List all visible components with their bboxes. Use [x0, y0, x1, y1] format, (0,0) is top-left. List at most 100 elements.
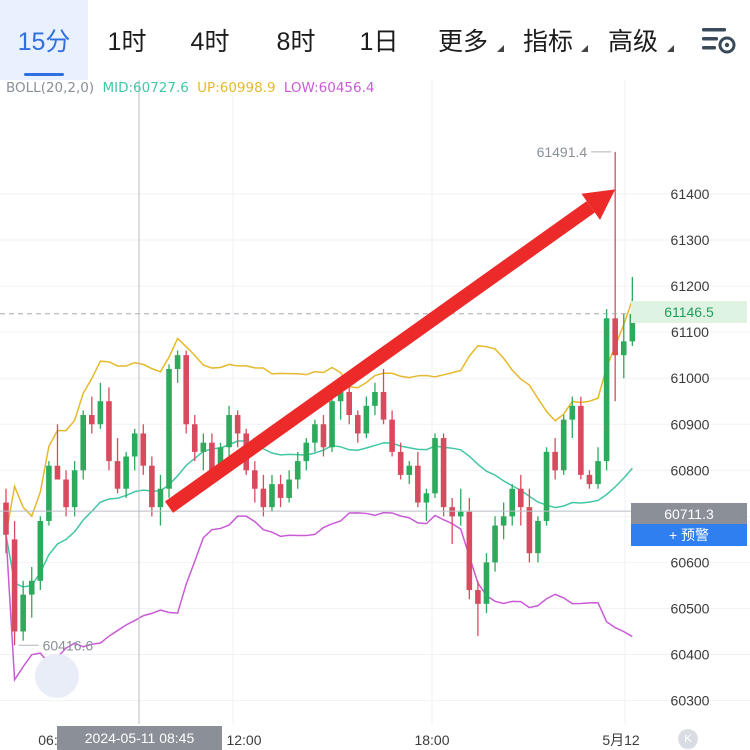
candle-body-down	[552, 451, 558, 471]
candle-body-down	[612, 318, 618, 356]
candle-body-up	[423, 493, 430, 503]
candle-body-up	[560, 419, 567, 471]
x-tick-label: 06:	[38, 732, 57, 748]
tab-more[interactable]: 更多	[420, 0, 506, 80]
candle-body-up	[217, 447, 224, 471]
candle-body-down	[140, 433, 147, 466]
candle-body-up	[535, 520, 541, 554]
candle-body-up	[131, 433, 138, 457]
trend-arrow-head	[581, 189, 616, 220]
candle-body-up	[269, 484, 275, 508]
candle-body-down	[389, 419, 395, 452]
candle-body-up	[603, 318, 610, 462]
candle-body-up	[71, 470, 78, 508]
x-tick-label: 18:00	[414, 732, 449, 748]
candle-body-down	[54, 465, 61, 480]
candle-body-down	[183, 355, 189, 425]
tab-4h-label: 4时	[190, 28, 230, 56]
candle-body-down	[415, 465, 421, 503]
candle-body-up	[80, 415, 87, 471]
x-tick-label: 5月12	[602, 732, 640, 748]
candle-body-down	[449, 507, 455, 517]
candle-body-up	[509, 488, 516, 517]
trend-arrow-shaft	[164, 201, 595, 513]
price-alert-button[interactable]: + 预警	[631, 524, 747, 546]
candle-body-down	[106, 401, 112, 462]
candle-body-up	[303, 442, 310, 462]
candle-body-up	[620, 341, 627, 356]
tab-1h-label: 1时	[107, 28, 147, 56]
candle-body-up	[500, 516, 507, 526]
tab-15min-label: 15分	[17, 28, 71, 56]
dropdown-triangle-icon	[667, 45, 674, 52]
candle-body-up	[595, 461, 601, 485]
candle-body-up	[543, 451, 550, 521]
candle-body-down	[586, 474, 593, 485]
candle-body-up	[37, 520, 44, 581]
candle-body-up	[28, 580, 35, 595]
x-tick-label: 12:00	[226, 732, 261, 748]
chart-settings-icon[interactable]	[700, 22, 738, 58]
high-price-label: 61491.4	[537, 144, 588, 160]
candle-body-up	[166, 368, 172, 489]
tab-4h[interactable]: 4时	[166, 0, 254, 80]
tab-advanced[interactable]: 高级	[590, 0, 676, 80]
tab-1d[interactable]: 1日	[338, 0, 420, 80]
candle-body-down	[3, 502, 9, 535]
candle-body-down	[89, 415, 95, 425]
candle-body-up	[294, 461, 301, 480]
candle-body-up	[157, 488, 164, 508]
y-tick-label: 60900	[671, 416, 710, 432]
boll-name: BOLL(20,2,0)	[6, 80, 95, 96]
candle-body-down	[114, 461, 121, 489]
candle-body-down	[466, 511, 473, 591]
candle-body-up	[629, 313, 636, 342]
y-tick-label: 60600	[671, 554, 710, 570]
candle-body-down	[346, 392, 352, 416]
candle-body-up	[20, 594, 26, 632]
interval-tab-bar: 15分 1时 4时 8时 1日 更多 指标 高级	[0, 0, 750, 80]
boll-mid-band	[5, 440, 633, 588]
tab-1d-label: 1日	[359, 28, 399, 56]
candle-body-down	[354, 415, 361, 434]
candle-body-down	[397, 451, 404, 475]
low-price-label: 60416.6	[43, 637, 94, 653]
tab-indicators[interactable]: 指标	[506, 0, 590, 80]
reset-view-icon[interactable]: K	[678, 729, 698, 749]
candle-body-down	[149, 465, 155, 508]
candle-body-up	[483, 562, 490, 604]
y-tick-label: 61000	[671, 370, 710, 386]
candle-body-up	[46, 465, 52, 521]
candle-body-up	[312, 424, 318, 443]
dropdown-triangle-icon	[497, 45, 504, 52]
boll-up-value: UP:60998.9	[197, 80, 276, 96]
y-tick-label: 61200	[671, 278, 710, 294]
candle-body-up	[174, 355, 181, 369]
candle-body-down	[475, 590, 481, 604]
current-price-tag: 61146.5	[631, 301, 747, 323]
candle-body-up	[372, 392, 378, 406]
candle-body-up	[569, 405, 576, 420]
y-tick-label: 61100	[671, 324, 709, 340]
y-tick-label: 60500	[671, 600, 710, 616]
tab-8h[interactable]: 8时	[254, 0, 338, 80]
candle-body-down	[234, 415, 241, 434]
boll-mid-value: MID:60727.6	[102, 80, 189, 96]
tab-15min[interactable]: 15分	[0, 0, 88, 80]
crosshair-time-tag: 2024-05-11 08:45	[57, 726, 222, 750]
candle-body-up	[492, 525, 498, 563]
candle-body-up	[226, 415, 232, 448]
candle-body-down	[578, 405, 584, 475]
tab-advanced-label: 高级	[607, 28, 658, 56]
candle-body-down	[277, 484, 284, 498]
candle-body-down	[380, 392, 387, 420]
tab-1h[interactable]: 1时	[88, 0, 166, 80]
candle-body-up	[406, 465, 413, 475]
y-tick-label: 60800	[671, 462, 710, 478]
candle-body-down	[191, 424, 198, 452]
candle-body-up	[286, 479, 292, 498]
candle-body-down	[320, 424, 327, 448]
boll-low-value: LOW:60456.4	[283, 80, 375, 96]
candle-body-down	[252, 470, 258, 489]
